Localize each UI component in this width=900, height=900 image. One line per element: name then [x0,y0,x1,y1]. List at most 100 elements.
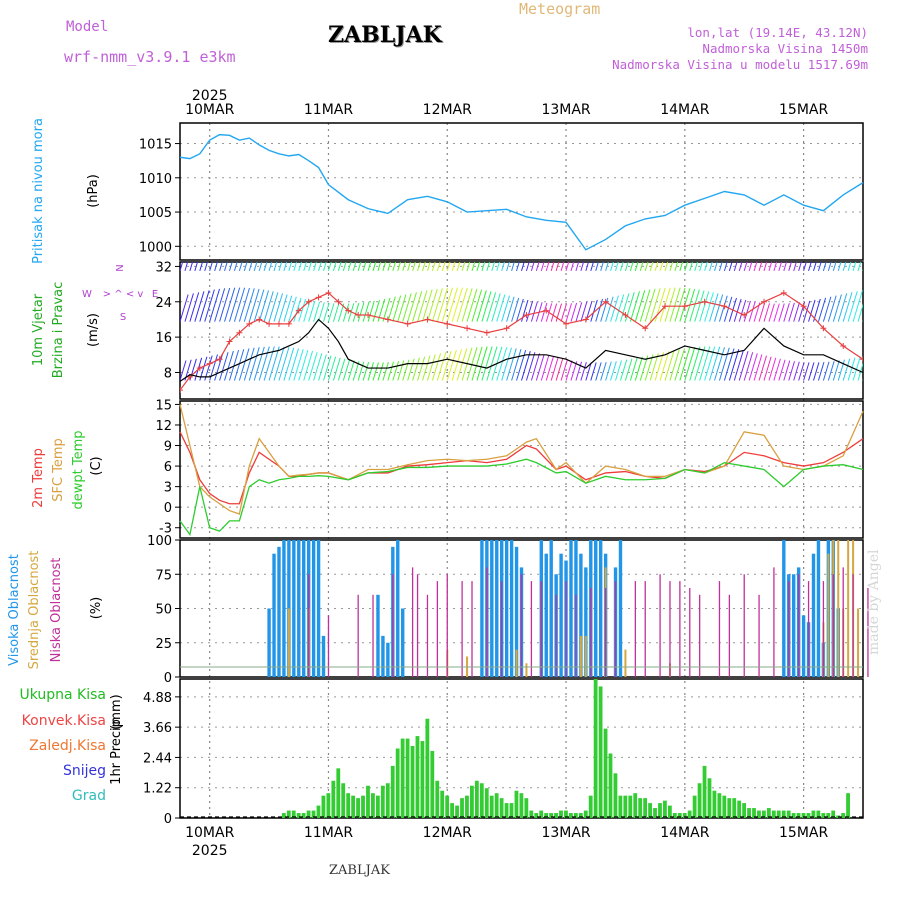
cloud-mid-bar [584,635,587,677]
wind-barb [180,294,189,322]
wind-gust-marker [305,298,312,305]
precip-bar [564,810,568,818]
wind-barb [293,297,302,322]
wind-barb [233,349,245,381]
wind-gust-marker [741,312,748,319]
wind-gust-marker [355,312,362,319]
compass-s-label: S [120,312,126,323]
wind-barb [422,355,431,381]
wind-barb [738,351,749,381]
cloud-high-bar [292,540,296,677]
y-tick-label: 9 [164,440,172,455]
wind-barb [530,353,541,381]
wind-mean-line [180,318,863,382]
cloud-low-bar [832,574,834,677]
wind-barb [521,262,525,271]
wind-barb [229,262,233,271]
wind-barb [308,262,312,271]
cloud-low-bar [788,581,790,677]
precip-bar [796,813,801,818]
cloud-high-bar [509,540,514,677]
precip-bar [380,785,385,818]
wind-barb [486,346,498,381]
wind-barb [733,298,742,322]
precip-bar [499,798,504,818]
wind-barb [649,262,654,271]
cloud-low-bar [718,581,721,677]
cloud-mid-bar [857,608,860,677]
cloud-low-bar [867,587,869,677]
wind-barb [501,262,505,271]
cloud-low-bar [773,567,775,677]
wind-barb [654,352,665,381]
wind-barb [204,262,208,271]
wind-barb [278,262,283,271]
precip-bar [321,795,326,818]
wind-barb [763,356,772,381]
wind-barb [491,262,495,271]
wind-barb [382,297,391,322]
pressure-axis-title: Pritisak na nivou mora [31,118,46,264]
precip-bar [415,736,420,818]
temp-sfc-line [179,404,864,515]
wind-barb [337,262,342,271]
wind-barb [847,262,852,271]
wind-barb [238,262,243,271]
cloud-low-bar [634,581,636,677]
precip-bar [544,813,549,818]
wind-barb [263,291,274,322]
wind-gust-marker [335,298,342,305]
cloud-high-bar [381,635,385,677]
precip-bar [583,810,588,818]
wind-barb [862,269,863,271]
temp-2m-axis-title: 2m Temp [31,448,46,508]
bottom-year-label: 2025 [192,843,228,859]
precip-bar [331,780,336,818]
compass-n-label: N [115,264,126,271]
wind-barb [595,262,599,271]
wind-barb [298,262,302,271]
wind-barb [634,262,639,271]
precip-bar [638,798,643,818]
wind-gust-marker [563,320,570,327]
wind-barb [238,348,250,381]
cloud-high-bar [618,540,623,677]
bottom-day-label: 11MAR [304,825,353,841]
wind-barb [832,262,837,271]
wind-barb [496,262,500,271]
wind-barb [535,262,540,271]
wind-barb [288,348,299,381]
cloud-high-bar [579,553,583,677]
precip-bar [722,795,727,818]
wind-barb [827,361,835,381]
wind-barb [862,378,863,381]
wind-gust-marker [216,356,223,363]
cloud-mid-bar [837,540,840,677]
wind-barb [258,290,270,322]
wind-barb [516,262,520,271]
cloud-high-bar [811,553,816,677]
precip-bar [361,795,365,818]
precip-bar [786,810,791,818]
wind-panel-frame [179,261,864,400]
cloud-low-bar [590,587,592,677]
wind-barb [397,262,401,271]
y-tick-label: 0 [164,812,172,827]
wind-barb [387,361,394,381]
wind-barb [783,303,790,322]
wind-barb [560,303,567,322]
y-tick-label: 16 [155,331,172,346]
wind-barb [481,262,486,271]
wind-barb [743,262,748,271]
wind-barb [728,349,740,381]
wind-barb [733,350,744,381]
wind-barb [407,292,417,322]
wind-barb [664,262,669,271]
precip-bar [440,790,445,818]
cloud-low-bar [699,594,701,677]
wind-barb [679,262,684,271]
wind-barb [783,360,791,381]
y-tick-label: 1005 [139,206,172,221]
wind-barb [397,294,407,322]
wind-barb [501,347,512,381]
